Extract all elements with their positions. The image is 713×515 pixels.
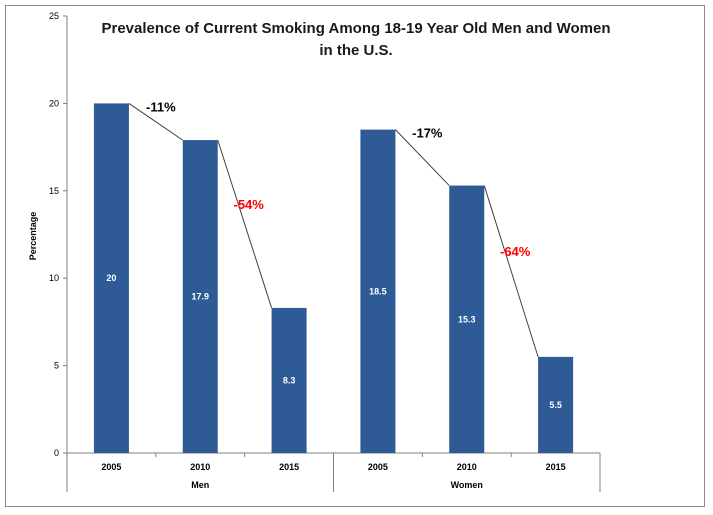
trend-lines [128, 102, 539, 358]
change-annotation: -64% [500, 244, 531, 259]
change-annotation: -54% [233, 197, 264, 212]
y-tick-label: 25 [49, 11, 59, 21]
change-annotation: -11% [146, 99, 176, 114]
bar [182, 140, 218, 453]
group-label: Men [191, 480, 209, 490]
bar [538, 356, 574, 453]
x-tick-label: 2010 [190, 462, 210, 472]
bar [93, 103, 129, 454]
bar [360, 129, 396, 453]
bars [93, 103, 574, 454]
y-axis-label: Percentage [28, 212, 38, 261]
x-tick-label: 2015 [546, 462, 566, 472]
bar [449, 185, 485, 453]
y-tick-label: 15 [49, 186, 59, 196]
y-tick-label: 20 [49, 98, 59, 108]
x-tick-label: 2005 [101, 462, 121, 472]
x-tick-label: 2015 [279, 462, 299, 472]
bar-value-label: 15.3 [458, 314, 476, 324]
axes: 0 5 10 15 20 25 [49, 11, 601, 492]
group-label: Women [451, 480, 483, 490]
trend-line [483, 185, 539, 358]
bar-value-label: 17.9 [191, 292, 209, 302]
chart-title-line1: Prevalence of Current Smoking Among 18-1… [101, 20, 610, 37]
bar [271, 307, 307, 453]
x-tick-label: 2010 [457, 462, 477, 472]
x-tick-label: 2005 [368, 462, 388, 472]
y-tick-label: 10 [49, 273, 59, 283]
bar-value-label: 8.3 [283, 375, 296, 385]
change-annotation: -17% [412, 126, 443, 141]
trend-line [217, 139, 273, 309]
bar-value-label: 18.5 [369, 286, 387, 296]
trend-line [128, 102, 184, 141]
bar-value-label: 20 [106, 273, 116, 283]
trend-line [395, 129, 450, 186]
y-tick-label: 0 [54, 448, 59, 458]
labels: 20 2005 17.9 2010 8.3 2015 -11% -54% Men 18.5 2005… [101, 99, 565, 490]
bar-value-label: 5.5 [549, 400, 562, 410]
chart-title-line2: in the U.S. [319, 42, 392, 59]
y-tick-label: 5 [54, 361, 59, 371]
